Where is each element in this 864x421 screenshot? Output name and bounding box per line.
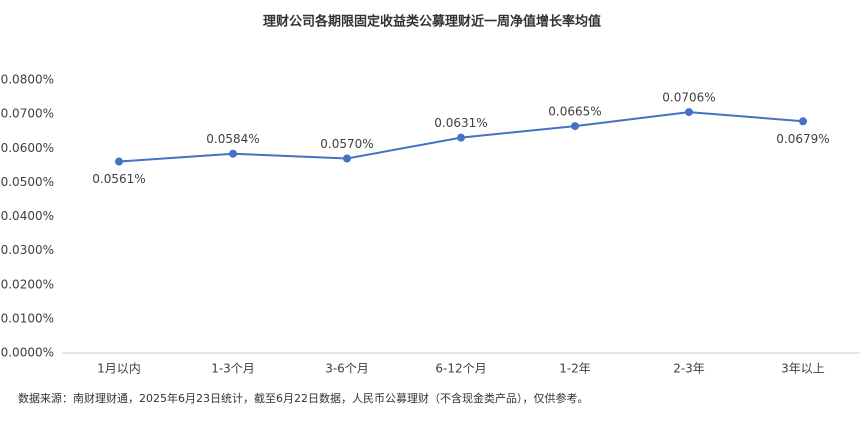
x-tick-label: 6-12个月 — [435, 362, 486, 376]
point — [571, 122, 579, 131]
point — [343, 154, 351, 163]
data-label: 0.0631% — [434, 116, 487, 130]
point — [685, 108, 693, 117]
source-note: 数据来源：南财理财通，2025年6月23日统计，截至6月22日数据，人民币公募理… — [18, 391, 588, 405]
y-tick-label: 0.0200% — [1, 277, 54, 291]
y-tick-label: 0.0600% — [1, 141, 54, 155]
chart-title: 理财公司各期限固定收益类公募理财近一周净值增长率均值 — [263, 14, 601, 30]
y-tick-label: 0.0400% — [1, 209, 54, 223]
point — [799, 117, 807, 126]
x-tick-label: 3年以上 — [781, 362, 825, 376]
x-tick-label: 3-6个月 — [325, 362, 369, 376]
data-label: 0.0570% — [320, 137, 373, 151]
y-tick-label: 0.0500% — [1, 175, 54, 189]
data-label: 0.0679% — [776, 132, 829, 146]
data-label: 0.0561% — [92, 172, 145, 186]
y-tick-label: 0.0000% — [1, 346, 54, 360]
x-tick-label: 1-2年 — [559, 362, 591, 376]
point — [457, 133, 465, 142]
y-tick-label: 0.0100% — [1, 311, 54, 325]
point — [229, 149, 237, 158]
y-tick-label: 0.0800% — [1, 73, 54, 87]
data-label: 0.0706% — [662, 91, 715, 105]
y-tick-label: 0.0700% — [1, 107, 54, 121]
x-tick-label: 1-3个月 — [211, 362, 255, 376]
x-tick-label: 1月以内 — [97, 362, 141, 376]
data-label: 0.0584% — [206, 132, 259, 146]
y-tick-label: 0.0300% — [1, 243, 54, 257]
point — [115, 157, 123, 166]
data-label: 0.0665% — [548, 105, 601, 119]
x-tick-label: 2-3年 — [673, 362, 705, 376]
